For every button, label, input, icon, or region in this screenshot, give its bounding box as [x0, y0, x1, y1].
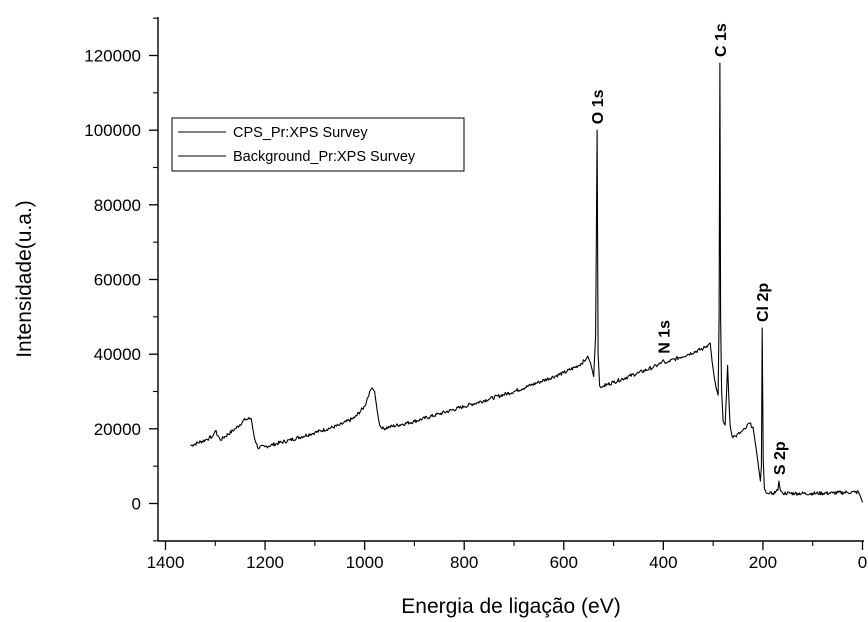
x-tick-label: 1400	[147, 553, 185, 572]
x-tick-label: 1200	[246, 553, 284, 572]
y-tick-label: 40000	[94, 345, 141, 364]
legend-label-background: Background_Pr:XPS Survey	[233, 149, 416, 165]
plot-area: 1400 1200 1000 800 600 400 200 0 0 20000 40000 600…	[84, 17, 867, 572]
y-tick-label: 120000	[84, 47, 141, 66]
peak-label: Cl 2p	[755, 283, 772, 322]
x-axis-title: Energia de ligação (eV)	[401, 595, 620, 618]
y-tick-label: 100000	[84, 121, 141, 140]
peak-label: C 1s	[713, 23, 730, 57]
y-tick-label: 80000	[94, 196, 141, 215]
legend: CPS_Pr:XPS Survey Background_Pr:XPS Surv…	[171, 117, 465, 172]
y-tick-label: 20000	[94, 420, 141, 439]
x-ticks: 1400 1200 1000 800 600 400 200 0	[147, 541, 867, 572]
y-tick-label: 60000	[94, 271, 141, 290]
x-tick-label: 1000	[346, 553, 384, 572]
peak-annotations: O 1s N 1s C 1s Cl 2p S 2p	[590, 23, 789, 475]
x-tick-label: 0	[858, 553, 867, 572]
series-line-cps	[190, 62, 864, 503]
x-tick-label: 200	[749, 553, 777, 572]
legend-box	[171, 117, 465, 172]
legend-label-cps: CPS_Pr:XPS Survey	[233, 125, 368, 141]
x-tick-label: 800	[450, 553, 478, 572]
x-tick-label: 400	[649, 553, 677, 572]
peak-label: S 2p	[772, 441, 789, 475]
y-ticks: 0 20000 40000 60000 80000 100000 120000	[84, 17, 158, 542]
x-tick-label: 600	[550, 553, 578, 572]
y-tick-label: 0	[132, 495, 141, 514]
peak-label: O 1s	[590, 89, 607, 124]
y-axis-title: Intensidade(u.a.)	[13, 200, 36, 358]
peak-label: N 1s	[656, 320, 673, 354]
